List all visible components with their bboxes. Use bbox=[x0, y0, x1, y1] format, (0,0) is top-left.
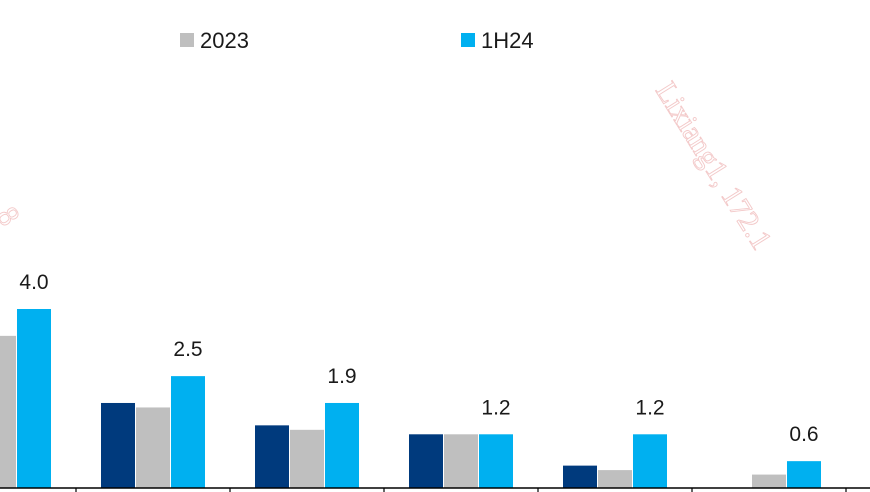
bar-series2-cat1 bbox=[171, 376, 205, 488]
data-label-3: 1.2 bbox=[481, 396, 510, 419]
bar-series1-cat0 bbox=[0, 335, 16, 488]
bar-series0-cat3 bbox=[409, 434, 443, 488]
bar-series1-cat1 bbox=[136, 407, 170, 488]
bar-series1-cat2 bbox=[290, 429, 324, 488]
legend-swatch-2023 bbox=[180, 33, 194, 47]
bar-series1-cat3 bbox=[444, 434, 478, 488]
bar-series2-cat2 bbox=[325, 402, 359, 488]
watermark: Lixiang1, 172.1 8 bbox=[0, 76, 779, 256]
bar-series2-cat5 bbox=[787, 461, 821, 488]
bar-series2-cat3 bbox=[479, 434, 513, 488]
bars bbox=[0, 309, 821, 488]
bar-series2-cat0 bbox=[17, 309, 51, 488]
bar-series1-cat4 bbox=[598, 470, 632, 488]
data-label-2: 1.9 bbox=[327, 365, 356, 388]
legend-swatch-1H24 bbox=[461, 33, 475, 47]
watermark-text-left: 8 bbox=[0, 201, 26, 231]
bar-series0-cat1 bbox=[101, 402, 135, 488]
watermark-text: Lixiang1, 172.1 bbox=[649, 76, 778, 255]
data-label-1: 2.5 bbox=[173, 338, 202, 361]
bar-series0-cat2 bbox=[255, 425, 289, 488]
legend-label-2023: 2023 bbox=[200, 28, 249, 53]
data-labels: 4.0 2.5 1.9 1.2 1.2 0.6 bbox=[19, 271, 818, 446]
data-label-5: 0.6 bbox=[789, 423, 818, 446]
data-label-0: 4.0 bbox=[19, 271, 48, 294]
legend-label-1H24: 1H24 bbox=[481, 28, 534, 53]
bar-series0-cat4 bbox=[563, 465, 597, 488]
legend: 2023 1H24 bbox=[180, 28, 534, 53]
bar-series2-cat4 bbox=[633, 434, 667, 488]
x-axis bbox=[0, 487, 870, 492]
bar-series1-cat5 bbox=[752, 474, 786, 488]
data-label-4: 1.2 bbox=[635, 396, 664, 419]
